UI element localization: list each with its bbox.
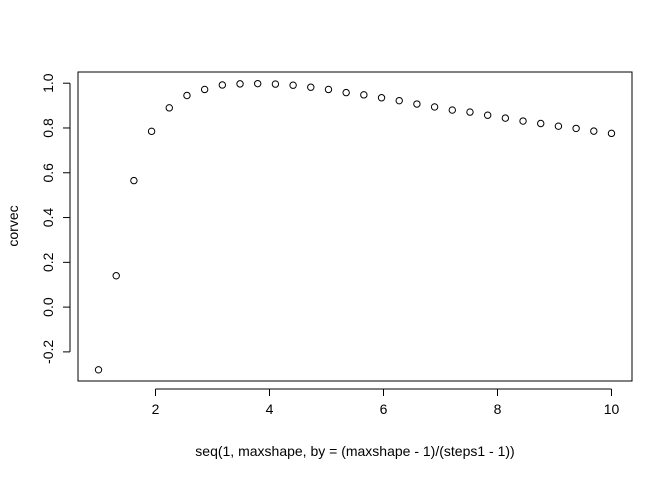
data-point xyxy=(607,129,616,138)
x-tick-label: 4 xyxy=(266,401,274,417)
data-point xyxy=(94,366,103,374)
data-point xyxy=(448,106,456,114)
data-point xyxy=(236,80,244,88)
y-tick-label: 0.6 xyxy=(40,163,56,183)
x-tick-label: 8 xyxy=(494,401,502,417)
data-point xyxy=(307,83,315,91)
data-points xyxy=(94,79,616,374)
y-tick-label: 1.0 xyxy=(40,73,56,93)
data-point xyxy=(200,85,209,94)
data-point xyxy=(537,119,545,128)
data-point xyxy=(289,81,297,89)
x-tick-label: 2 xyxy=(152,401,160,417)
data-point xyxy=(572,124,580,133)
y-axis-label: corvec xyxy=(5,205,21,246)
data-point xyxy=(342,88,350,97)
data-point xyxy=(395,96,403,105)
x-tick-label: 6 xyxy=(380,401,388,417)
data-point xyxy=(218,81,227,89)
plot-area-box xyxy=(77,71,633,382)
data-point xyxy=(377,94,386,102)
data-point xyxy=(483,111,492,119)
data-point xyxy=(147,127,156,136)
data-point xyxy=(324,85,333,94)
y-tick-label: -0.2 xyxy=(40,340,56,364)
y-tick-label: 0.8 xyxy=(40,118,56,138)
data-point xyxy=(413,100,421,108)
x-axis: 2 4 6 8 10 xyxy=(152,388,620,417)
data-point xyxy=(466,108,474,116)
data-point xyxy=(165,104,173,112)
data-point xyxy=(254,79,262,88)
y-tick-label: 0.2 xyxy=(40,252,56,272)
data-point xyxy=(360,91,368,99)
data-point xyxy=(554,122,563,130)
data-point xyxy=(112,272,120,280)
y-axis: -0.2 0.0 0.2 0.4 0.6 0.8 1.0 xyxy=(40,73,71,364)
x-tick-label: 10 xyxy=(604,401,620,417)
y-tick-label: 0.0 xyxy=(40,297,56,317)
x-axis-label: seq(1, maxshape, by = (maxshape - 1)/(st… xyxy=(195,443,514,459)
data-point xyxy=(590,127,598,135)
data-point xyxy=(271,80,280,88)
y-tick-label: 0.4 xyxy=(40,208,56,228)
data-point xyxy=(519,117,527,125)
data-point xyxy=(430,103,439,111)
data-point xyxy=(130,176,138,185)
data-point xyxy=(501,114,510,122)
data-point xyxy=(183,91,191,100)
